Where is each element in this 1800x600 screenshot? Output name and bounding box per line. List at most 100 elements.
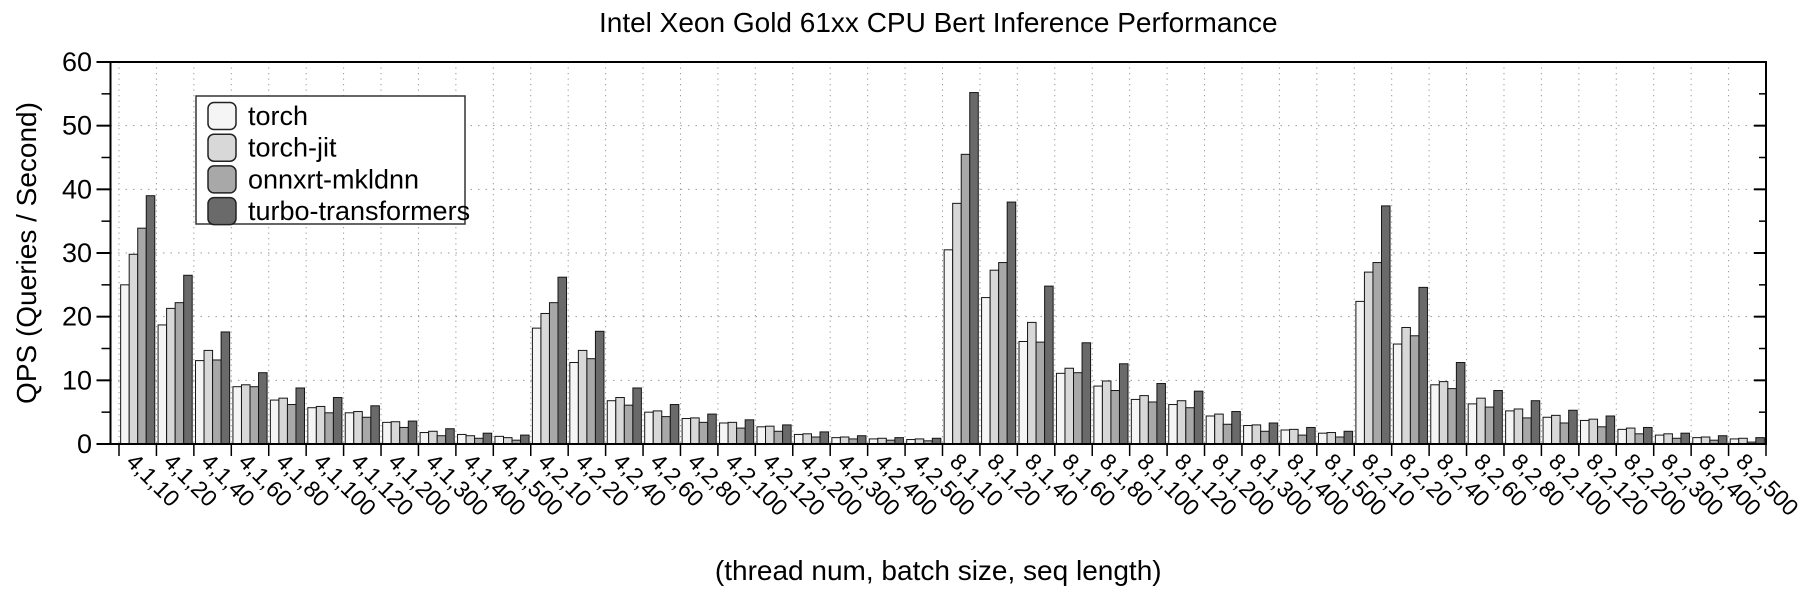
bar-4,2,100-torch bbox=[719, 422, 729, 445]
bar-8,1,120-turbo-transformers bbox=[1193, 390, 1204, 445]
bar-8,1,300-torch bbox=[1243, 425, 1253, 445]
bar-8,1,400-torch bbox=[1280, 429, 1291, 445]
chart-title: Intel Xeon Gold 61xx CPU Bert Inference … bbox=[599, 7, 1278, 38]
bar-4,2,120-torch-jit bbox=[765, 425, 775, 445]
bar-4,2,20-turbo-transformers bbox=[594, 330, 605, 445]
bar-4,1,60-onnxrt-mkldnn bbox=[249, 386, 260, 445]
bar-4,1,300-torch bbox=[419, 432, 430, 445]
bar-4,1,20-onnxrt-mkldnn bbox=[174, 302, 185, 445]
bar-8,2,10-torch-jit bbox=[1363, 271, 1374, 445]
bar-8,2,40-turbo-transformers bbox=[1455, 362, 1466, 445]
bar-4,1,300-onnxrt-mkldnn bbox=[436, 435, 447, 445]
bar-4,1,100-onnxrt-mkldnn bbox=[324, 412, 334, 445]
bar-4,2,120-torch bbox=[756, 426, 767, 445]
bar-4,2,20-torch bbox=[569, 362, 579, 445]
bar-8,2,40-torch bbox=[1430, 384, 1440, 445]
bar-4,1,100-torch-jit bbox=[315, 405, 326, 445]
bar-4,1,200-torch-jit bbox=[390, 421, 401, 445]
bar-8,1,10-turbo-transformers bbox=[969, 92, 979, 445]
bar-4,1,500-torch bbox=[494, 435, 505, 445]
bar-8,1,40-torch-jit bbox=[1027, 321, 1037, 445]
bar-4,1,200-torch bbox=[382, 421, 392, 445]
bar-8,2,100-onnxrt-mkldnn bbox=[1559, 422, 1570, 445]
bar-8,1,60-turbo-transformers bbox=[1081, 342, 1092, 445]
bar-8,1,60-onnxrt-mkldnn bbox=[1073, 372, 1083, 445]
bar-8,1,500-torch bbox=[1317, 432, 1328, 445]
bar-8,2,100-torch bbox=[1542, 416, 1553, 445]
bar-8,1,10-torch-jit bbox=[952, 202, 962, 445]
bar-4,1,120-torch bbox=[344, 412, 355, 445]
bar-8,2,120-torch-jit bbox=[1588, 418, 1599, 445]
bar-4,1,10-torch-jit bbox=[128, 253, 139, 445]
bar-8,1,300-torch-jit bbox=[1251, 424, 1262, 445]
bar-8,2,400-turbo-transformers bbox=[1717, 435, 1728, 445]
legend-label-onnxrt-mkldnn: onnxrt-mkldnn bbox=[248, 164, 419, 194]
bar-4,2,300-turbo-transformers bbox=[856, 435, 867, 445]
bar-4,1,120-torch-jit bbox=[353, 411, 363, 445]
bar-8,2,300-torch-jit bbox=[1663, 433, 1673, 445]
bar-8,2,120-torch bbox=[1579, 419, 1590, 445]
bar-8,2,200-onnxrt-mkldnn bbox=[1634, 433, 1645, 445]
bar-8,2,20-onnxrt-mkldnn bbox=[1409, 335, 1420, 445]
bar-4,1,40-torch-jit bbox=[203, 349, 214, 445]
bar-8,2,60-torch-jit bbox=[1476, 397, 1486, 445]
bar-8,1,10-torch bbox=[943, 249, 954, 445]
legend-label-torch-jit: torch-jit bbox=[248, 133, 337, 163]
bar-4,1,10-turbo-transformers bbox=[145, 195, 156, 445]
bar-8,1,80-turbo-transformers bbox=[1118, 363, 1129, 445]
bar-4,2,20-onnxrt-mkldnn bbox=[586, 358, 596, 445]
bar-8,2,120-onnxrt-mkldnn bbox=[1597, 426, 1607, 445]
bar-8,2,80-torch bbox=[1505, 410, 1515, 445]
bar-8,1,20-torch-jit bbox=[989, 269, 1000, 445]
y-tick-label-30: 30 bbox=[62, 238, 92, 268]
bar-8,1,20-torch bbox=[981, 297, 991, 445]
bar-8,1,60-torch-jit bbox=[1064, 367, 1075, 445]
bar-4,1,400-torch-jit bbox=[465, 435, 476, 445]
bar-8,2,80-onnxrt-mkldnn bbox=[1522, 417, 1532, 445]
bar-8,1,20-onnxrt-mkldnn bbox=[998, 262, 1008, 445]
bar-8,1,20-turbo-transformers bbox=[1006, 201, 1017, 445]
bar-8,2,80-torch-jit bbox=[1513, 408, 1524, 445]
bar-4,2,300-torch-jit bbox=[839, 436, 850, 445]
bar-8,1,40-torch bbox=[1018, 341, 1029, 445]
bar-4,2,10-torch-jit bbox=[540, 312, 550, 445]
bar-8,1,80-torch-jit bbox=[1101, 380, 1112, 445]
bar-8,2,10-turbo-transformers bbox=[1381, 205, 1391, 445]
bar-4,1,10-torch bbox=[120, 284, 130, 445]
bar-8,2,100-torch-jit bbox=[1551, 414, 1561, 445]
bar-8,1,500-onnxrt-mkldnn bbox=[1335, 436, 1345, 445]
bar-8,2,300-turbo-transformers bbox=[1680, 432, 1690, 445]
bar-4,2,200-onnxrt-mkldnn bbox=[810, 436, 821, 445]
bar-8,1,400-onnxrt-mkldnn bbox=[1297, 434, 1308, 445]
bar-4,1,60-torch bbox=[232, 386, 242, 445]
y-tick-label-0: 0 bbox=[77, 429, 92, 459]
y-tick-label-40: 40 bbox=[62, 174, 92, 204]
bar-8,2,200-torch-jit bbox=[1625, 427, 1636, 445]
bar-4,1,80-torch bbox=[269, 399, 280, 445]
bar-4,2,20-torch-jit bbox=[577, 349, 588, 445]
bar-8,2,20-torch-jit bbox=[1401, 326, 1411, 445]
bar-8,2,10-torch bbox=[1355, 300, 1365, 445]
bar-4,1,300-torch-jit bbox=[428, 430, 438, 445]
bar-8,2,10-onnxrt-mkldnn bbox=[1372, 262, 1382, 445]
bar-8,2,20-torch bbox=[1392, 343, 1403, 445]
y-axis-title: QPS (Queries / Second) bbox=[11, 102, 42, 404]
bar-4,2,100-turbo-transformers bbox=[744, 419, 755, 445]
bar-4,2,10-onnxrt-mkldnn bbox=[548, 302, 559, 445]
bar-8,2,200-torch bbox=[1617, 428, 1627, 445]
bar-8,1,100-torch-jit bbox=[1139, 395, 1149, 445]
legend-swatch-turbo-transformers bbox=[207, 196, 237, 226]
bar-4,2,120-turbo-transformers bbox=[782, 424, 792, 445]
bar-8,1,60-torch bbox=[1055, 372, 1066, 445]
bar-8,2,40-torch-jit bbox=[1438, 381, 1449, 445]
bar-4,1,20-turbo-transformers bbox=[183, 274, 193, 445]
bar-8,1,40-turbo-transformers bbox=[1044, 285, 1054, 445]
bar-8,2,20-turbo-transformers bbox=[1418, 286, 1428, 445]
bar-8,1,120-torch bbox=[1168, 404, 1178, 445]
bar-4,2,10-torch bbox=[531, 327, 542, 445]
bar-4,2,60-torch bbox=[644, 411, 654, 445]
bar-4,1,60-torch-jit bbox=[240, 384, 251, 445]
legend-label-turbo-transformers: turbo-transformers bbox=[248, 196, 470, 226]
